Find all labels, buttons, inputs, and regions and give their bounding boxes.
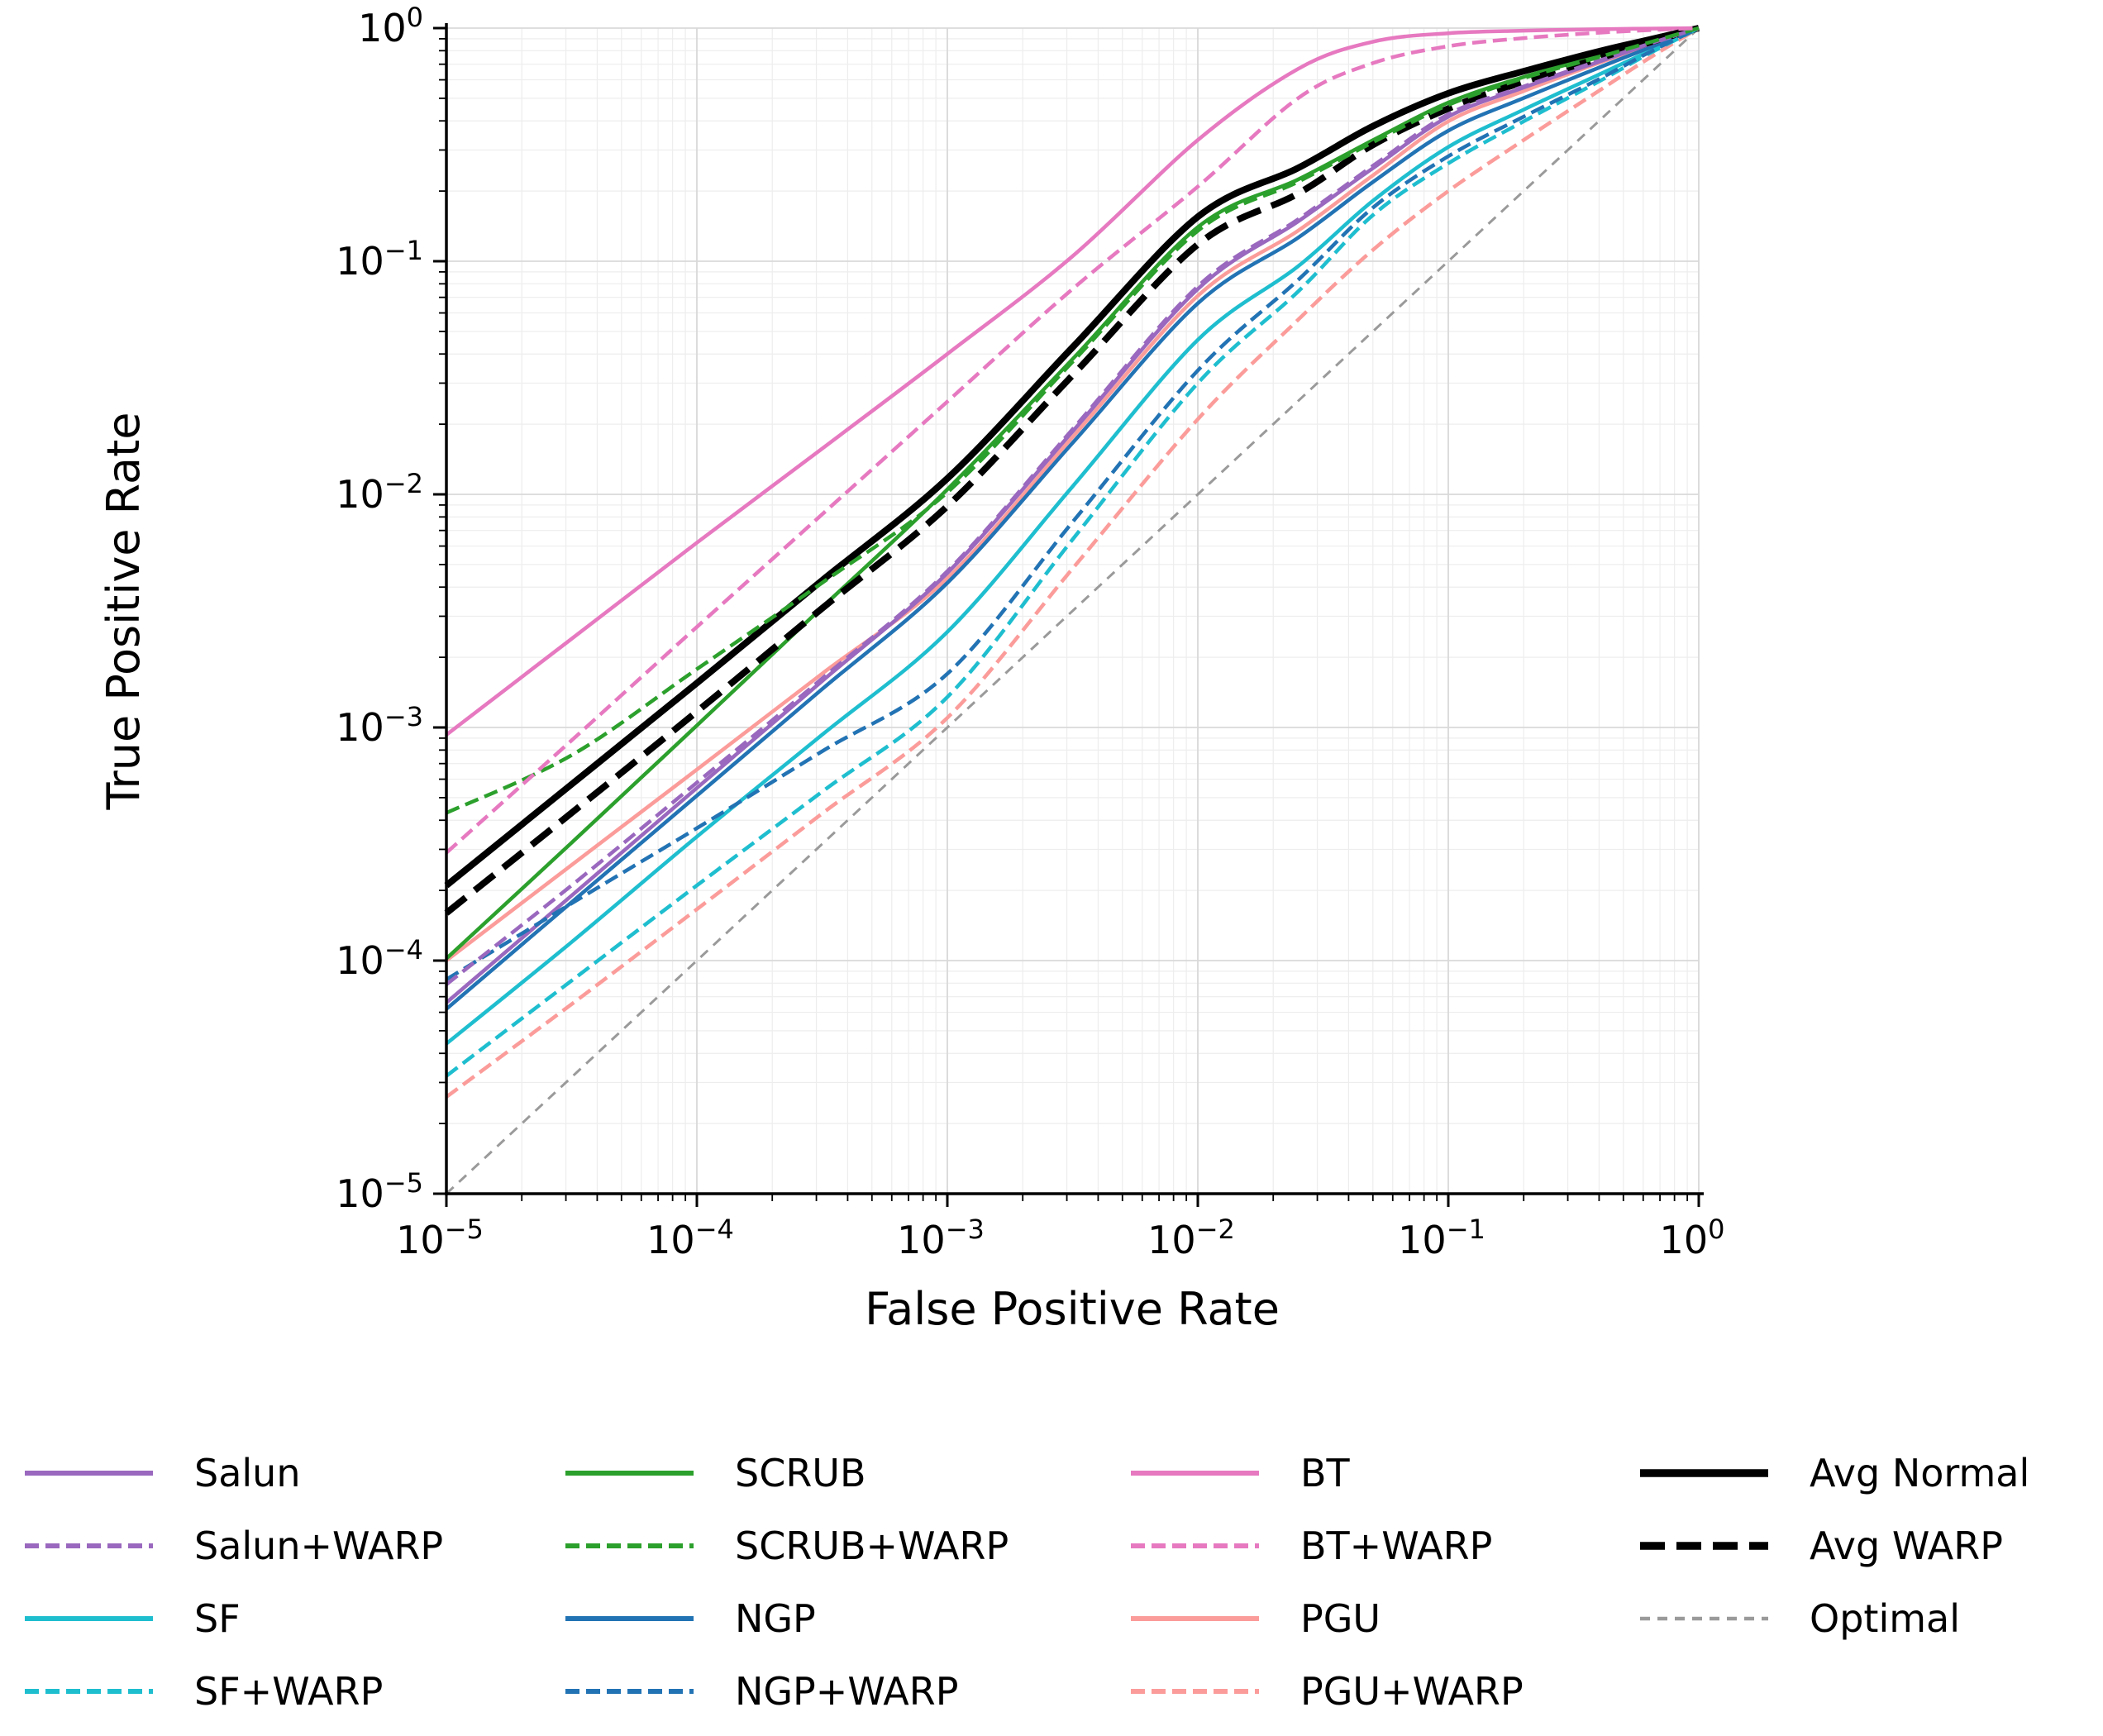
curve-scrub-plus-warp: [446, 26, 1700, 815]
legend-label: BT+WARP: [1300, 1524, 1493, 1568]
legend-label: NGP: [735, 1596, 816, 1641]
grid-major: [446, 27, 1700, 1195]
legend-label: PGU: [1300, 1596, 1381, 1641]
legend-item-bt: BT: [1131, 1437, 1524, 1509]
legend-label: Salun: [194, 1451, 301, 1495]
legend-item-salun-plus-warp: Salun+WARP: [25, 1509, 443, 1582]
legend-swatch: [565, 1543, 694, 1548]
legend-swatch: [1131, 1543, 1259, 1548]
legend-column-1: Salun Salun+WARP SF SF+WARP: [25, 1437, 443, 1728]
legend-label: SF: [194, 1596, 241, 1641]
legend-item-pgu-plus-warp: PGU+WARP: [1131, 1655, 1524, 1728]
legend: Salun Salun+WARP SF SF+WARP SCRUB SCRUB+WARP N…: [0, 1437, 2103, 1734]
curve-ngp-plus-warp: [445, 26, 1700, 981]
curve-avg-warp: [444, 25, 1700, 916]
legend-swatch: [1640, 1469, 1768, 1477]
legend-label: NGP+WARP: [735, 1669, 959, 1714]
plot-svg: 10−5 10−4 10−3 10−2 10−1 100 100 10−1 10−2 10−3 10…: [98, 2, 1724, 1335]
legend-label: Avg Normal: [1810, 1451, 2030, 1495]
curve-pgu-plus-warp: [445, 26, 1700, 1099]
x-tick-label--4: 10−4: [646, 1214, 734, 1262]
curve-avg-normal: [444, 25, 1700, 889]
legend-label: SCRUB: [735, 1451, 866, 1495]
y-tick-label--5: 10−5: [336, 1167, 423, 1216]
legend-item-avg-normal: Avg Normal: [1640, 1437, 2029, 1509]
y-tick-label--2: 10−2: [336, 468, 423, 517]
legend-item-ngp-plus-warp: NGP+WARP: [565, 1655, 1009, 1728]
y-tick-label--1: 10−1: [336, 235, 423, 284]
legend-column-2: SCRUB SCRUB+WARP NGP NGP+WARP: [565, 1437, 1009, 1728]
tick-labels: 10−5 10−4 10−3 10−2 10−1 100 100 10−1 10−2 10−3 10…: [336, 2, 1724, 1262]
legend-swatch: [25, 1471, 153, 1476]
curve-ngp: [445, 26, 1700, 1011]
legend-item-optimal: Optimal: [1640, 1582, 2029, 1655]
legend-item-salun: Salun: [25, 1437, 443, 1509]
curve-optimal: [445, 26, 1700, 1195]
legend-item-sf-plus-warp: SF+WARP: [25, 1655, 443, 1728]
y-tick-label--4: 10−4: [336, 934, 423, 983]
curve-pgu: [445, 26, 1700, 962]
legend-swatch: [1131, 1616, 1259, 1621]
curve-salun: [445, 26, 1700, 1004]
curve-salun-plus-warp: [445, 26, 1700, 986]
curves: [444, 25, 1700, 1195]
legend-swatch: [565, 1616, 694, 1621]
curve-scrub: [445, 26, 1700, 961]
legend-swatch: [1640, 1542, 1768, 1550]
legend-label: Optimal: [1810, 1596, 1961, 1641]
y-axis-label: True Positive Rate: [98, 412, 150, 810]
x-axis-label: False Positive Rate: [865, 1283, 1280, 1335]
axis-ticks: [433, 26, 1700, 1207]
grid-minor: [446, 28, 1699, 1194]
legend-label: BT: [1300, 1451, 1350, 1495]
curve-sf-plus-warp: [445, 26, 1700, 1078]
curve-bt: [445, 26, 1700, 737]
x-tick-label--2: 10−2: [1147, 1214, 1235, 1262]
curve-bt-plus-warp: [445, 26, 1700, 855]
legend-swatch: [1131, 1471, 1259, 1476]
legend-item-pgu: PGU: [1131, 1582, 1524, 1655]
legend-label: Salun+WARP: [194, 1524, 444, 1568]
y-tick-label-0: 100: [358, 2, 423, 50]
legend-swatch: [25, 1689, 153, 1694]
legend-swatch: [565, 1689, 694, 1694]
legend-swatch: [565, 1471, 694, 1476]
legend-swatch: [25, 1543, 153, 1548]
axes-spines: [445, 23, 1704, 1195]
legend-column-3: BT BT+WARP PGU PGU+WARP: [1131, 1437, 1524, 1728]
legend-label: Avg WARP: [1810, 1524, 2003, 1568]
legend-label: SCRUB+WARP: [735, 1524, 1009, 1568]
legend-item-avg-warp: Avg WARP: [1640, 1509, 2029, 1582]
legend-item-ngp: NGP: [565, 1582, 1009, 1655]
legend-swatch: [1640, 1616, 1768, 1621]
legend-label: PGU+WARP: [1300, 1669, 1524, 1714]
legend-swatch: [1131, 1689, 1259, 1694]
legend-item-scrub-plus-warp: SCRUB+WARP: [565, 1509, 1009, 1582]
y-tick-label--3: 10−3: [336, 701, 423, 750]
legend-column-4: Avg Normal Avg WARP Optimal: [1640, 1437, 2029, 1655]
legend-item-sf: SF: [25, 1582, 443, 1655]
x-tick-label--3: 10−3: [897, 1214, 985, 1262]
x-tick-label--5: 10−5: [396, 1214, 484, 1262]
legend-label: SF+WARP: [194, 1669, 384, 1714]
x-tick-label-0: 100: [1660, 1214, 1725, 1262]
legend-item-bt-plus-warp: BT+WARP: [1131, 1509, 1524, 1582]
x-tick-label--1: 10−1: [1398, 1214, 1485, 1262]
legend-item-scrub: SCRUB: [565, 1437, 1009, 1509]
curve-sf: [445, 26, 1700, 1046]
legend-swatch: [25, 1616, 153, 1621]
